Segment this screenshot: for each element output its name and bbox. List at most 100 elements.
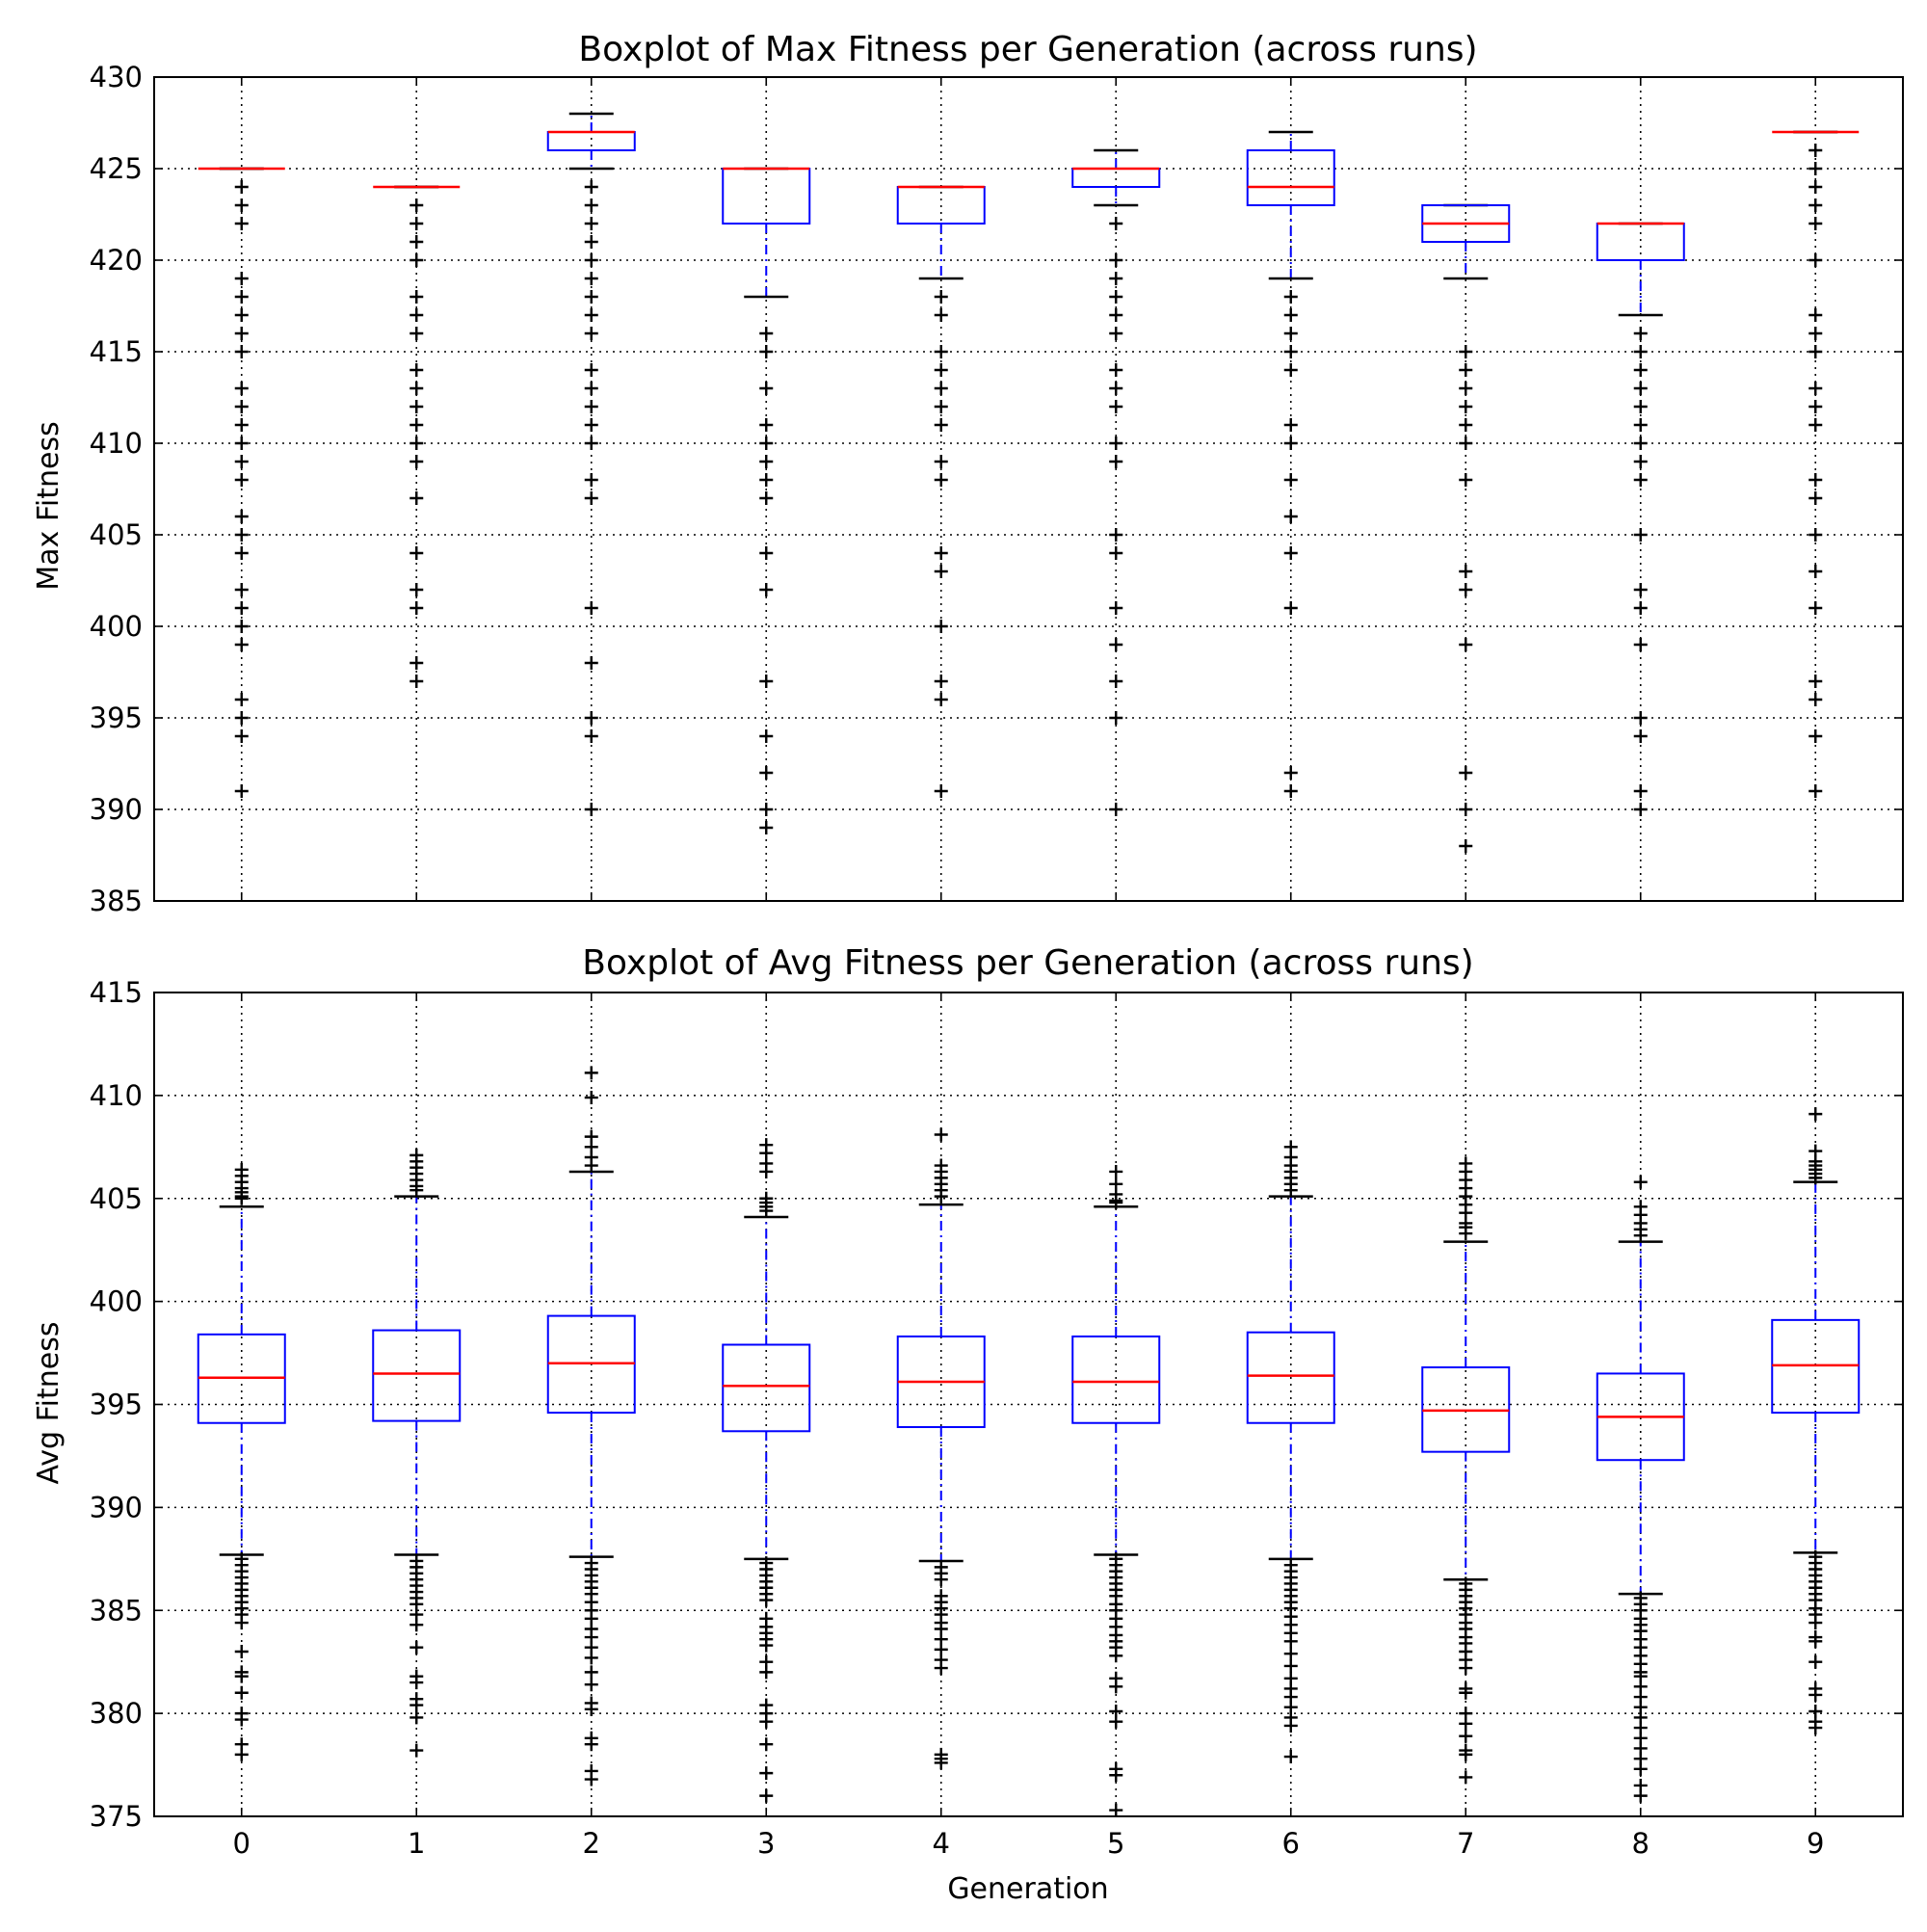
- flier-marker: [759, 1737, 774, 1752]
- flier-marker: [759, 437, 774, 450]
- flier-marker: [409, 1698, 424, 1712]
- flier-marker: [1808, 601, 1823, 615]
- box-generation-2: [546, 1066, 636, 1786]
- flier-marker: [1283, 1718, 1298, 1733]
- flier-marker: [584, 1066, 598, 1080]
- max-fitness-chart-title: Boxplot of Max Fitness per Generation (a…: [578, 30, 1477, 69]
- flier-marker: [1283, 1750, 1298, 1764]
- iqr-box: [1071, 168, 1161, 188]
- flier-marker: [1283, 766, 1298, 780]
- flier-marker: [1459, 418, 1473, 432]
- flier-marker: [234, 729, 249, 743]
- flier-marker: [1109, 638, 1123, 651]
- box-generation-2: [546, 112, 636, 816]
- flier-marker: [584, 290, 598, 304]
- flier-marker: [759, 418, 774, 432]
- y-tick-label: 420: [90, 244, 143, 277]
- flier-marker: [1109, 272, 1123, 285]
- flier-marker: [1283, 327, 1298, 340]
- y-tick-label: 410: [90, 1079, 143, 1112]
- flier-marker: [234, 1645, 249, 1658]
- flier-marker: [584, 217, 598, 230]
- flier-marker: [934, 546, 948, 560]
- flier-marker: [759, 1593, 774, 1607]
- flier-marker: [1808, 1107, 1823, 1122]
- flier-marker: [234, 1616, 249, 1630]
- flier-marker: [759, 1714, 774, 1729]
- box-generation-4: [896, 185, 986, 798]
- flier-marker: [1109, 308, 1123, 322]
- flier-marker: [1109, 528, 1123, 542]
- flier-marker: [934, 693, 948, 706]
- flier-marker: [1808, 784, 1823, 798]
- flier-marker: [584, 1772, 598, 1786]
- flier-marker: [1109, 1164, 1123, 1178]
- flier-marker: [234, 327, 249, 340]
- box-generation-7: [1421, 203, 1511, 853]
- flier-marker: [934, 1189, 948, 1204]
- flier-marker: [759, 327, 774, 340]
- flier-marker: [759, 1204, 774, 1218]
- flier-marker: [234, 693, 249, 706]
- flier-marker: [234, 1747, 249, 1761]
- flier-marker: [1808, 253, 1823, 267]
- flier-marker: [934, 620, 948, 633]
- iqr-box: [1596, 223, 1685, 261]
- flier-marker: [409, 1710, 424, 1725]
- flier-marker: [1808, 1721, 1823, 1735]
- avg-fitness-panel: Boxplot of Avg Fitness per Generation (a…: [32, 943, 1904, 1906]
- y-tick-label: 415: [90, 976, 143, 1009]
- flier-marker: [409, 363, 424, 377]
- flier-marker: [1459, 1729, 1473, 1743]
- flier-marker: [1459, 363, 1473, 377]
- flier-marker: [1459, 583, 1473, 596]
- flier-marker: [1459, 839, 1473, 853]
- flier-marker: [759, 491, 774, 505]
- flier-marker: [584, 327, 598, 340]
- flier-marker: [1109, 363, 1123, 377]
- flier-marker: [1283, 290, 1298, 304]
- avg-fitness-chart-title: Boxplot of Avg Fitness per Generation (a…: [582, 943, 1473, 983]
- flier-marker: [409, 1676, 424, 1690]
- box-generation-5: [1071, 148, 1161, 816]
- flier-marker: [1109, 437, 1123, 450]
- flier-marker: [1633, 1761, 1648, 1776]
- flier-marker: [759, 729, 774, 743]
- flier-marker: [234, 1669, 249, 1683]
- flier-marker: [1808, 217, 1823, 230]
- y-tick-label: 385: [90, 1594, 143, 1627]
- flier-marker: [409, 1743, 424, 1758]
- flier-marker: [234, 1712, 249, 1727]
- flier-marker: [1808, 180, 1823, 194]
- flier-marker: [934, 400, 948, 413]
- flier-marker: [234, 528, 249, 542]
- flier-marker: [234, 620, 249, 633]
- flier-marker: [409, 418, 424, 432]
- flier-marker: [1808, 198, 1823, 212]
- iqr-box: [1246, 1331, 1335, 1424]
- flier-marker: [1633, 803, 1648, 816]
- flier-marker: [409, 1640, 424, 1654]
- flier-marker: [934, 1127, 948, 1142]
- flier-marker: [1283, 510, 1298, 523]
- flier-marker: [409, 675, 424, 688]
- flier-marker: [1109, 1768, 1123, 1783]
- flier-marker: [1283, 473, 1298, 487]
- flier-marker: [1633, 528, 1648, 542]
- flier-marker: [934, 1573, 948, 1587]
- flier-marker: [584, 437, 598, 450]
- flier-marker: [759, 1638, 774, 1653]
- flier-marker: [1808, 345, 1823, 358]
- flier-marker: [1283, 546, 1298, 560]
- flier-marker: [1283, 601, 1298, 615]
- flier-marker: [584, 253, 598, 267]
- flier-marker: [1109, 290, 1123, 304]
- flier-marker: [234, 198, 249, 212]
- flier-marker: [1283, 345, 1298, 358]
- flier-marker: [934, 1756, 948, 1770]
- avg-fitness-plot-area: 375 380 385 390 395 400 405 410 415 0 1 2 3 4 5 6 7 8 9: [90, 976, 1904, 1860]
- flier-marker: [759, 766, 774, 780]
- flier-marker: [1109, 253, 1123, 267]
- flier-marker: [1109, 1680, 1123, 1694]
